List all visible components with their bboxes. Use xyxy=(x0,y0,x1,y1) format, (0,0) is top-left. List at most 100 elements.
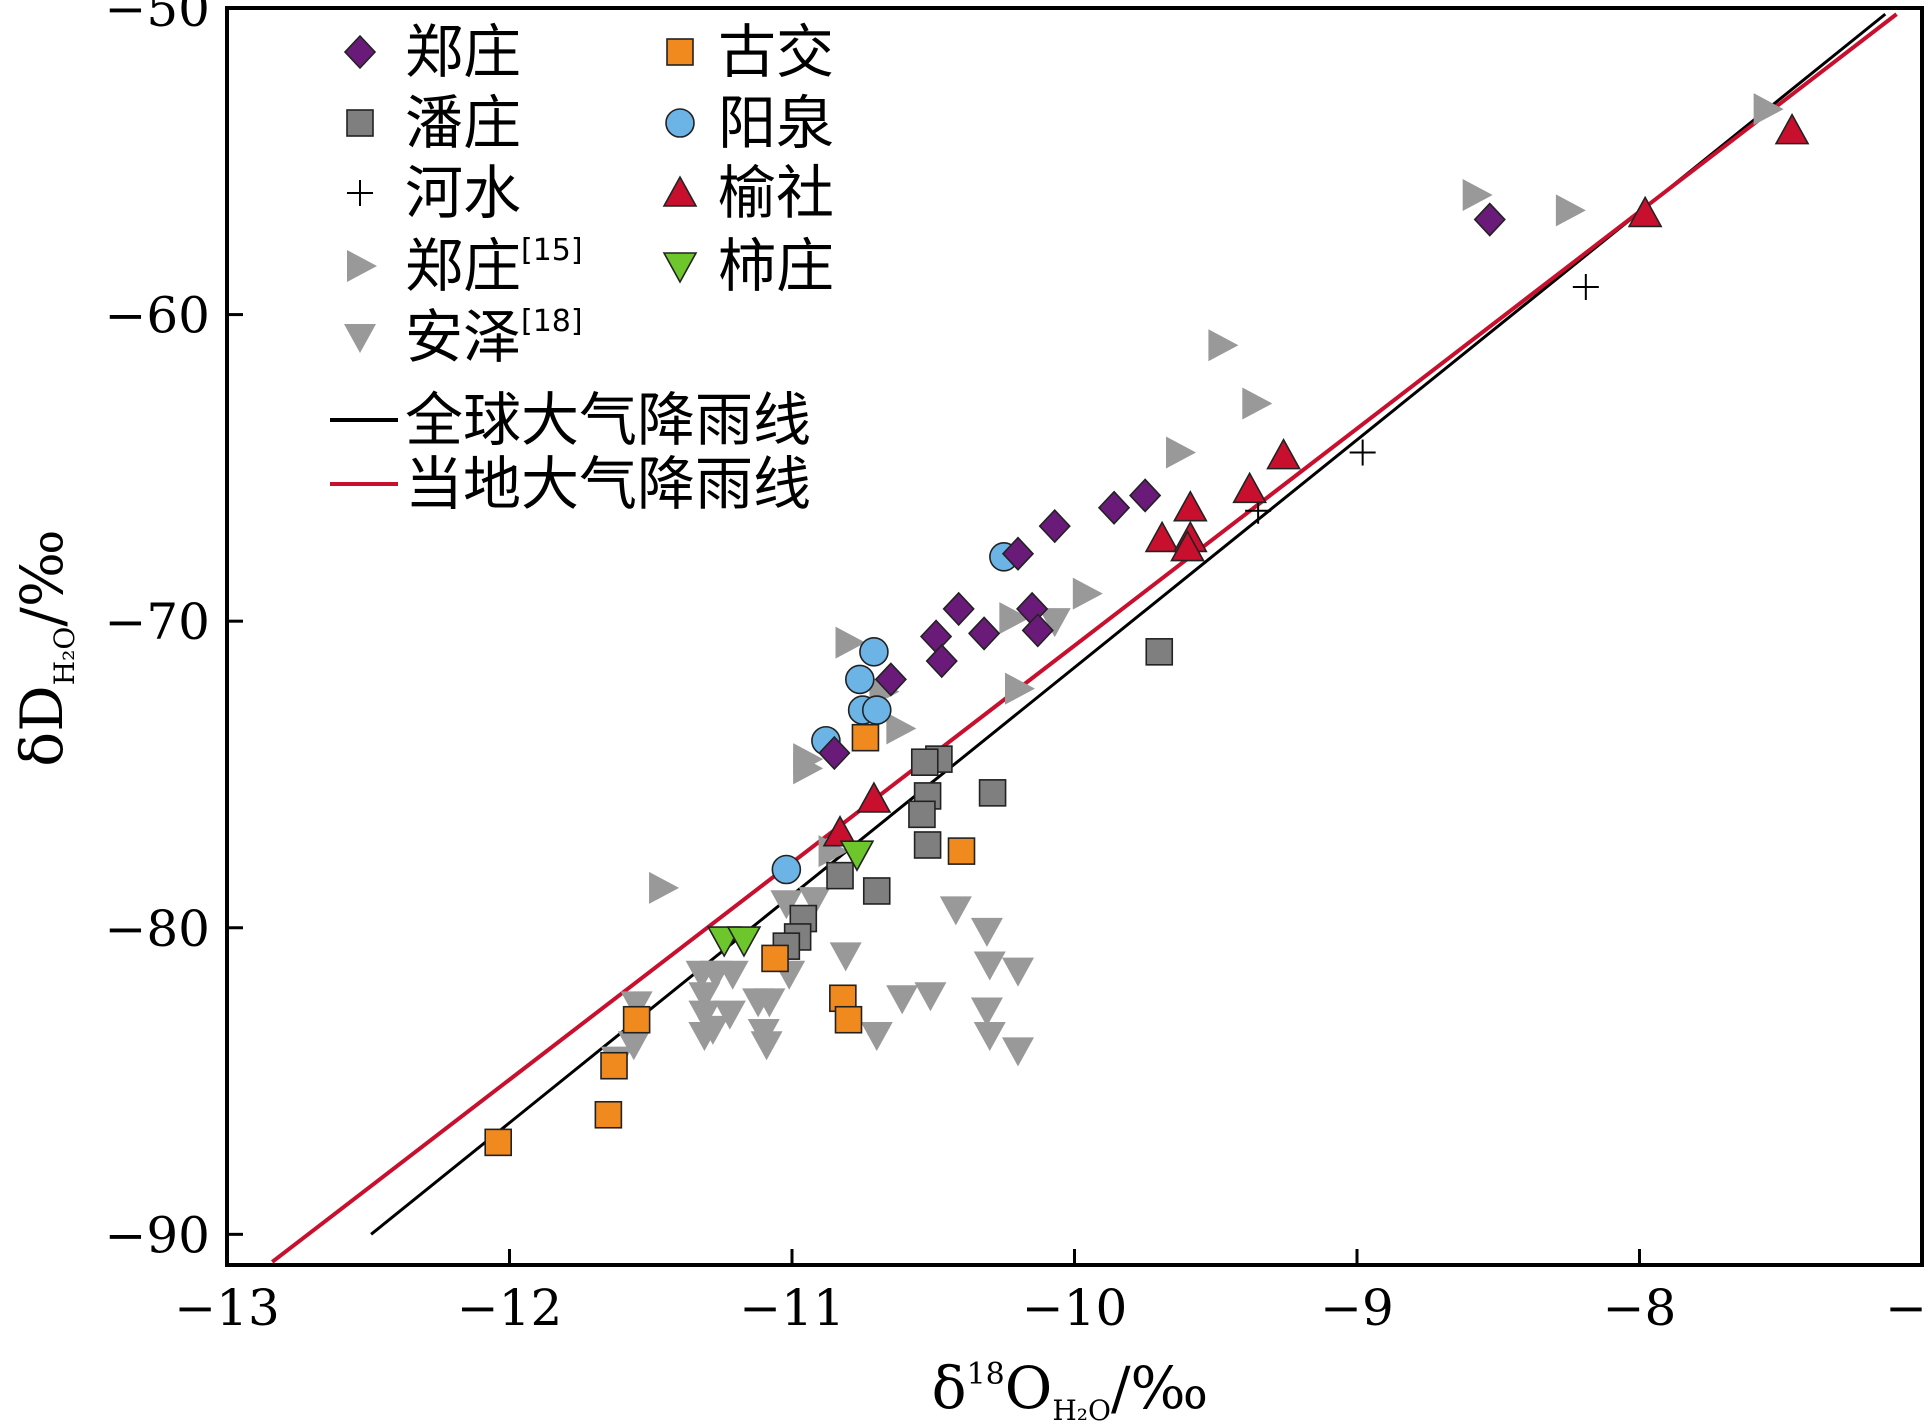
legend-label: 阳泉 xyxy=(718,89,834,157)
x-tick-label: −11 xyxy=(739,1279,845,1337)
x-tick-label: −12 xyxy=(457,1279,563,1337)
data-point xyxy=(834,1005,863,1034)
series-0 xyxy=(818,202,1506,771)
x-tick-label: −13 xyxy=(174,1279,280,1337)
data-point xyxy=(835,626,866,659)
data-point xyxy=(1021,613,1054,648)
data-point xyxy=(978,779,1007,807)
data-point xyxy=(1072,577,1103,610)
data-point xyxy=(594,1100,623,1129)
data-point xyxy=(822,815,858,847)
data-point xyxy=(939,896,972,926)
data-point xyxy=(826,861,854,890)
legend-marker xyxy=(343,34,377,70)
data-point xyxy=(973,1022,1006,1052)
legend-label: 河水 xyxy=(405,159,521,227)
data-point xyxy=(750,1031,783,1061)
legend-item: 安泽[18] xyxy=(344,303,583,371)
data-point xyxy=(925,643,958,679)
data-point xyxy=(973,951,1006,981)
data-point xyxy=(1097,490,1131,525)
data-point xyxy=(1145,638,1174,666)
legend-label: 榆社 xyxy=(718,159,834,227)
data-point xyxy=(688,1022,721,1052)
data-point xyxy=(1349,439,1376,466)
data-point xyxy=(856,781,892,813)
x-axis-title: δ18OH₂O/‰ xyxy=(932,1354,1209,1425)
data-point xyxy=(1038,608,1071,638)
data-point xyxy=(622,1005,651,1034)
data-point xyxy=(753,988,786,1018)
legend-marker xyxy=(344,324,376,353)
legend-item: 河水 xyxy=(347,159,521,227)
data-point xyxy=(886,712,917,745)
data-point xyxy=(947,837,976,865)
data-point xyxy=(859,637,889,667)
data-points xyxy=(484,93,1810,1157)
data-point xyxy=(688,982,721,1012)
legend-label: 郑庄 xyxy=(405,18,521,86)
legend-item: 榆社 xyxy=(662,159,834,227)
series-5 xyxy=(484,723,976,1157)
y-axis-title: δDH₂O/‰ xyxy=(8,529,81,766)
data-point xyxy=(862,877,891,905)
data-point xyxy=(726,926,762,958)
data-point xyxy=(970,997,1003,1027)
data-point xyxy=(914,982,947,1012)
data-point xyxy=(844,664,875,695)
data-point xyxy=(908,800,936,829)
legend-marker xyxy=(347,250,377,282)
legend-item: 阳泉 xyxy=(665,89,834,157)
data-point xyxy=(770,890,803,920)
data-point xyxy=(1753,93,1784,126)
y-tick-label: −70 xyxy=(104,593,210,651)
data-point xyxy=(793,752,824,785)
legend-label: 古交 xyxy=(718,18,834,86)
series-6 xyxy=(771,541,1019,885)
data-point xyxy=(484,1128,513,1157)
legend-label: 柿庄 xyxy=(718,232,834,300)
data-point xyxy=(1166,436,1197,469)
data-point xyxy=(874,662,907,697)
legend-marker xyxy=(666,38,694,66)
data-point xyxy=(968,616,1001,651)
data-point xyxy=(818,735,851,771)
data-point xyxy=(860,1022,893,1052)
data-point xyxy=(1038,508,1071,544)
legend-label: 全球大气降雨线 xyxy=(405,386,811,454)
data-point xyxy=(1232,471,1268,504)
legend-item: 潘庄 xyxy=(346,89,521,157)
legend-label: 郑庄[15] xyxy=(405,232,583,300)
data-point xyxy=(649,871,680,904)
legend-marker xyxy=(665,108,695,138)
data-point xyxy=(771,854,802,885)
x-axis: −13 −12 −11 −10 −9 −8 −7 xyxy=(174,1249,1930,1337)
local-meteoric-water-line xyxy=(270,12,1898,1264)
x-tick-label: −8 xyxy=(1603,1279,1677,1337)
legend-label: 安泽[18] xyxy=(405,303,583,371)
data-point xyxy=(1572,273,1599,300)
data-point xyxy=(1172,490,1208,522)
data-point xyxy=(970,917,1003,947)
y-tick-label: −90 xyxy=(104,1206,210,1264)
data-point xyxy=(713,1000,746,1030)
data-point xyxy=(600,1051,628,1080)
data-point xyxy=(942,591,975,627)
data-point xyxy=(913,831,942,859)
data-point xyxy=(1462,179,1493,212)
series-8 xyxy=(706,840,875,958)
legend-label: 当地大气降雨线 xyxy=(405,450,811,518)
data-point xyxy=(1144,520,1180,553)
x-tick-label: −10 xyxy=(1022,1279,1128,1337)
series-2 xyxy=(1245,273,1599,524)
y-tick-label: −50 xyxy=(104,0,210,38)
data-point xyxy=(1627,195,1663,228)
data-point xyxy=(716,960,749,990)
y-tick-label: −80 xyxy=(104,900,210,958)
legend-item: 柿庄 xyxy=(662,232,834,300)
data-point xyxy=(1170,529,1205,562)
legend-item: 全球大气降雨线 xyxy=(330,386,811,454)
series-1 xyxy=(772,638,1174,960)
data-point xyxy=(798,887,831,917)
